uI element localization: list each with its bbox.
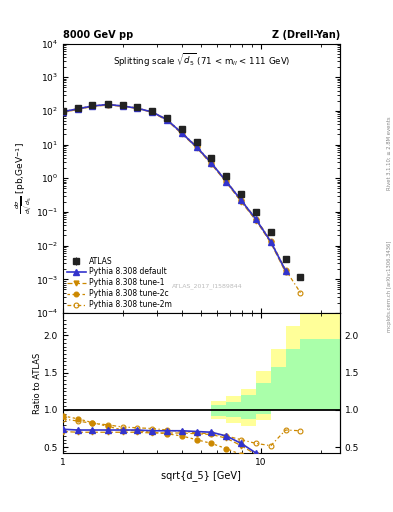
Pythia 8.308 tune-2c	[150, 109, 154, 115]
Pythia 8.308 tune-1	[165, 117, 169, 123]
Pythia 8.308 default	[135, 105, 140, 111]
Pythia 8.308 tune-2m	[268, 238, 273, 244]
Text: 8000 GeV pp: 8000 GeV pp	[63, 30, 133, 40]
Pythia 8.308 tune-2m	[283, 267, 288, 273]
Pythia 8.308 tune-2c	[120, 103, 125, 109]
Line: Pythia 8.308 default: Pythia 8.308 default	[60, 102, 288, 273]
Pythia 8.308 tune-2m	[135, 105, 140, 111]
Pythia 8.308 tune-2m	[61, 109, 65, 115]
Pythia 8.308 tune-1	[150, 110, 154, 116]
Pythia 8.308 tune-1	[120, 103, 125, 110]
Pythia 8.308 default	[61, 109, 65, 115]
Pythia 8.308 tune-2m	[165, 116, 169, 122]
Pythia 8.308 tune-2m	[120, 103, 125, 109]
Pythia 8.308 tune-2c	[268, 239, 273, 245]
Pythia 8.308 tune-2c	[165, 117, 169, 123]
Pythia 8.308 tune-2c	[75, 106, 80, 112]
Pythia 8.308 tune-2m	[224, 178, 229, 184]
Pythia 8.308 tune-2c	[194, 144, 199, 151]
Pythia 8.308 default	[194, 144, 199, 150]
Pythia 8.308 default	[75, 106, 80, 112]
Pythia 8.308 tune-1	[135, 105, 140, 112]
Line: Pythia 8.308 tune-1: Pythia 8.308 tune-1	[61, 103, 288, 275]
Legend: ATLAS, Pythia 8.308 default, Pythia 8.308 tune-1, Pythia 8.308 tune-2c, Pythia 8: ATLAS, Pythia 8.308 default, Pythia 8.30…	[65, 255, 173, 311]
Pythia 8.308 tune-2m	[209, 160, 214, 166]
Pythia 8.308 tune-1	[75, 106, 80, 113]
Pythia 8.308 default	[268, 239, 273, 245]
Pythia 8.308 tune-1	[90, 103, 95, 110]
Pythia 8.308 tune-2m	[180, 130, 184, 136]
Pythia 8.308 tune-1	[180, 131, 184, 137]
X-axis label: sqrt{d_5} [GeV]: sqrt{d_5} [GeV]	[162, 470, 241, 481]
Pythia 8.308 default	[224, 179, 229, 185]
Pythia 8.308 default	[165, 117, 169, 123]
Pythia 8.308 tune-2m	[194, 143, 199, 150]
Pythia 8.308 tune-1	[254, 218, 259, 224]
Pythia 8.308 default	[209, 160, 214, 166]
Text: Z (Drell-Yan): Z (Drell-Yan)	[272, 30, 340, 40]
Text: Rivet 3.1.10; ≥ 2.8M events: Rivet 3.1.10; ≥ 2.8M events	[387, 117, 392, 190]
Pythia 8.308 tune-2m	[150, 109, 154, 115]
Pythia 8.308 tune-1	[239, 199, 244, 205]
Pythia 8.308 default	[120, 103, 125, 109]
Pythia 8.308 tune-2c	[224, 179, 229, 185]
Pythia 8.308 tune-2m	[105, 101, 110, 108]
Pythia 8.308 default	[180, 130, 184, 136]
Text: ATLAS_2017_I1589844: ATLAS_2017_I1589844	[172, 283, 242, 289]
Pythia 8.308 tune-2c	[209, 161, 214, 167]
Pythia 8.308 tune-1	[194, 145, 199, 151]
Pythia 8.308 default	[239, 197, 244, 203]
Y-axis label: $\frac{d\sigma}{d\sqrt{d_5}}$ [pb,GeV$^{-1}$]: $\frac{d\sigma}{d\sqrt{d_5}}$ [pb,GeV$^{…	[14, 142, 34, 214]
Pythia 8.308 tune-2c	[180, 130, 184, 136]
Pythia 8.308 default	[254, 217, 259, 223]
Line: Pythia 8.308 tune-2c: Pythia 8.308 tune-2c	[61, 102, 288, 274]
Pythia 8.308 tune-1	[268, 240, 273, 246]
Pythia 8.308 tune-2c	[105, 102, 110, 108]
Pythia 8.308 tune-1	[105, 102, 110, 108]
Line: Pythia 8.308 tune-2m: Pythia 8.308 tune-2m	[61, 102, 303, 295]
Pythia 8.308 tune-1	[61, 110, 65, 116]
Pythia 8.308 tune-1	[209, 161, 214, 167]
Pythia 8.308 tune-2m	[75, 105, 80, 112]
Pythia 8.308 tune-2m	[298, 290, 303, 296]
Pythia 8.308 tune-2c	[90, 103, 95, 109]
Pythia 8.308 tune-2c	[239, 198, 244, 204]
Pythia 8.308 tune-2m	[239, 197, 244, 203]
Pythia 8.308 default	[90, 103, 95, 109]
Pythia 8.308 tune-2m	[90, 103, 95, 109]
Pythia 8.308 tune-1	[224, 179, 229, 185]
Pythia 8.308 default	[150, 109, 154, 115]
Text: Splitting scale $\sqrt{d_5}$ (71 < m$_{ll}$ < 111 GeV): Splitting scale $\sqrt{d_5}$ (71 < m$_{l…	[113, 52, 290, 69]
Pythia 8.308 default	[283, 268, 288, 274]
Pythia 8.308 default	[105, 101, 110, 108]
Pythia 8.308 tune-1	[283, 269, 288, 275]
Pythia 8.308 tune-2m	[254, 216, 259, 222]
Y-axis label: Ratio to ATLAS: Ratio to ATLAS	[33, 352, 42, 414]
Pythia 8.308 tune-2c	[283, 268, 288, 274]
Pythia 8.308 tune-2c	[61, 109, 65, 115]
Pythia 8.308 tune-2c	[135, 105, 140, 111]
Text: mcplots.cern.ch [arXiv:1306.3436]: mcplots.cern.ch [arXiv:1306.3436]	[387, 241, 392, 332]
Pythia 8.308 tune-2c	[254, 217, 259, 223]
